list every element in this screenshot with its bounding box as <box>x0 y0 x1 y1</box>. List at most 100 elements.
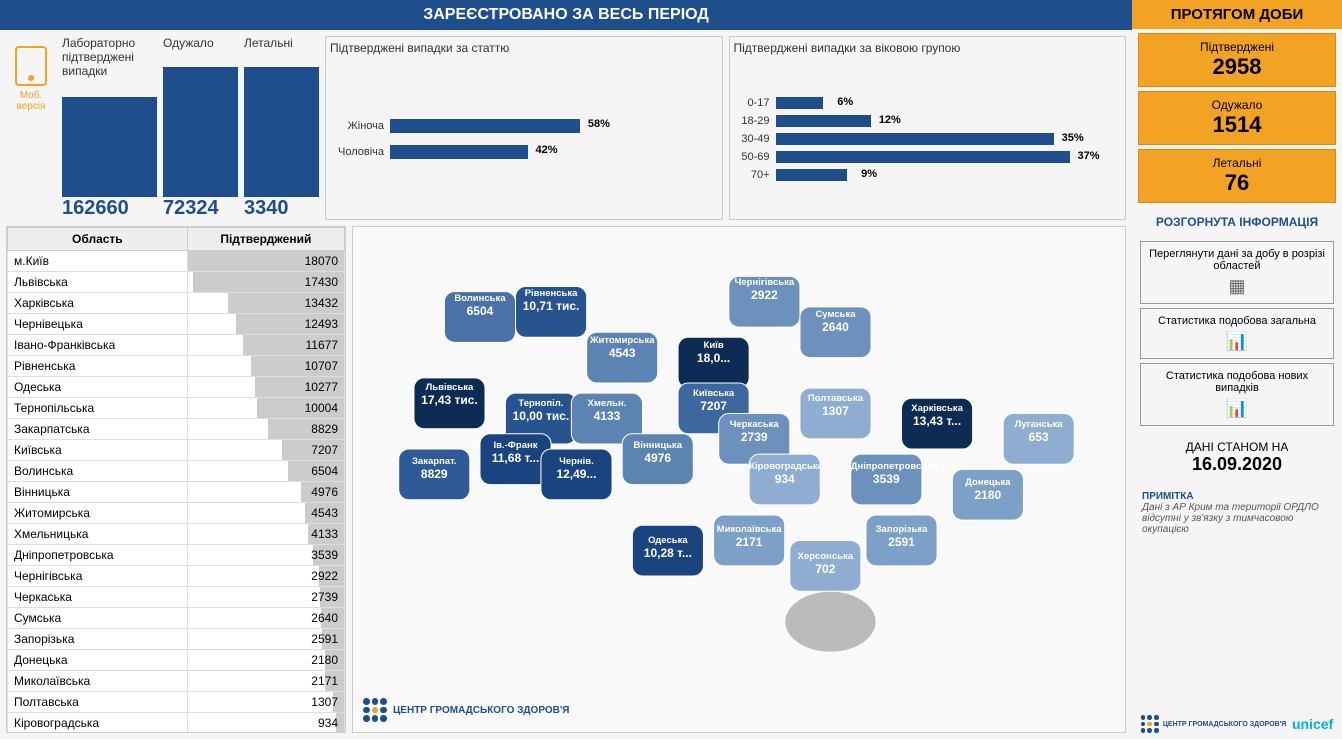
ukraine-map[interactable]: Волинська 6504 Рівненська 10,71 тис. Чер… <box>352 226 1126 733</box>
table-row[interactable]: Чернігівська 2922 <box>8 566 345 587</box>
table-row[interactable]: Кіровоградська 934 <box>8 713 345 734</box>
info-button-2[interactable]: Статистика подобова нових випадків 📊 <box>1140 363 1334 426</box>
table-cell-region: Житомирська <box>8 503 188 524</box>
map-region[interactable]: Хмельн. 4133 <box>571 390 642 423</box>
map-logo: ЦЕНТР ГРОМАДСЬКОГО ЗДОРОВ'Я <box>363 698 569 722</box>
map-region-value: 13,43 т... <box>902 414 973 428</box>
table-cell-value: 934 <box>187 713 344 734</box>
map-region-value: 2922 <box>729 288 800 302</box>
map-region[interactable]: Черкаська 2739 <box>719 411 790 444</box>
region-table[interactable]: Область Підтверджений м.Київ 18070 Львів… <box>6 226 346 733</box>
map-region-value: 6504 <box>444 304 515 318</box>
gender-chart-title: Підтверджені випадки за статтю <box>330 41 718 55</box>
map-region[interactable]: Київська 7207 <box>678 380 749 413</box>
map-region[interactable]: Донецька 2180 <box>952 469 1023 502</box>
table-cell-value: 7207 <box>187 440 344 461</box>
table-row[interactable]: Черкаська 2739 <box>8 587 345 608</box>
table-cell-region: Сумська <box>8 608 188 629</box>
info-button-1[interactable]: Статистика подобова загальна 📊 <box>1140 308 1334 359</box>
map-region[interactable]: Рівненська 10,71 тис. <box>516 280 587 313</box>
age-label: 30-49 <box>734 133 776 145</box>
table-row[interactable]: Харківська 13432 <box>8 293 345 314</box>
map-region[interactable]: Херсонська 702 <box>790 543 861 576</box>
map-region-name: Житомирська <box>587 335 658 346</box>
map-region[interactable]: Миколаївська 2171 <box>714 516 785 549</box>
age-row: 30-49 35% <box>734 133 1122 145</box>
table-row[interactable]: Закарпатська 8829 <box>8 419 345 440</box>
table-cell-region: Львівська <box>8 272 188 293</box>
map-region-name: Дніпропетровська <box>851 461 922 472</box>
table-row[interactable]: Дніпропетровська 3539 <box>8 545 345 566</box>
table-row[interactable]: Сумська 2640 <box>8 608 345 629</box>
total-title-2: Летальні <box>244 36 319 64</box>
mobile-version-label: Моб. версія <box>6 90 56 112</box>
table-row[interactable]: Вінницька 4976 <box>8 482 345 503</box>
table-row[interactable]: Хмельницька 4133 <box>8 524 345 545</box>
table-row[interactable]: Тернопільська 10004 <box>8 398 345 419</box>
map-region[interactable]: Запорізька 2591 <box>866 516 937 549</box>
map-region-name: Рівненська <box>516 288 587 299</box>
table-cell-value: 2739 <box>187 587 344 608</box>
table-cell-region: м.Київ <box>8 251 188 272</box>
date-block: ДАНІ СТАНОМ НА 16.09.2020 <box>1136 440 1338 475</box>
map-region[interactable]: Житомирська 4543 <box>587 327 658 360</box>
table-row[interactable]: Львівська 17430 <box>8 272 345 293</box>
total-value-0: 162660 <box>62 197 157 220</box>
map-region-name: Чернів. <box>541 456 612 467</box>
map-region[interactable]: Чернів. 12,49... <box>541 448 612 481</box>
table-row[interactable]: Запорізька 2591 <box>8 629 345 650</box>
map-region[interactable]: Харківська 13,43 т... <box>902 395 973 428</box>
map-region[interactable]: Одеська 10,28 т... <box>632 527 703 560</box>
age-label: 50-69 <box>734 151 776 163</box>
map-region[interactable]: Чернігівська 2922 <box>729 269 800 302</box>
table-row[interactable]: Чернівецька 12493 <box>8 314 345 335</box>
table-row[interactable]: Миколаївська 2171 <box>8 671 345 692</box>
table-row[interactable]: Донецька 2180 <box>8 650 345 671</box>
mobile-version-link[interactable]: Моб. версія <box>6 36 56 220</box>
daily-label-2: Летальні <box>1145 156 1329 170</box>
age-chart: Підтверджені випадки за віковою групою 0… <box>729 36 1127 220</box>
table-row[interactable]: Івано-Франківська 11677 <box>8 335 345 356</box>
map-region[interactable]: Кіровоградська 934 <box>749 453 820 486</box>
note-block: ПРИМІТКА Дані з АР Крим та території ОРД… <box>1142 491 1332 535</box>
map-region[interactable]: Дніпропетровська 3539 <box>851 453 922 486</box>
table-cell-region: Одеська <box>8 377 188 398</box>
map-region[interactable]: Закарпат. 8829 <box>399 448 470 481</box>
map-region[interactable]: Полтавська 1307 <box>800 385 871 418</box>
unicef-logo: unicef <box>1292 716 1333 732</box>
table-cell-value: 13432 <box>187 293 344 314</box>
map-region-value: 2739 <box>719 430 790 444</box>
map-region-value: 1307 <box>800 404 871 418</box>
table-row[interactable]: Волинська 6504 <box>8 461 345 482</box>
table-row[interactable]: Житомирська 4543 <box>8 503 345 524</box>
table-row[interactable]: Полтавська 1307 <box>8 692 345 713</box>
map-region-value: 18,0... <box>678 351 749 365</box>
map-region-value: 10,00 тис. <box>505 409 576 423</box>
total-card-2: Летальні 3340 <box>244 36 319 220</box>
footer-org: ЦЕНТР ГРОМАДСЬКОГО ЗДОРОВ'Я <box>1163 721 1287 728</box>
info-button-0[interactable]: Переглянути дані за добу в розрізі облас… <box>1140 241 1334 304</box>
table-row[interactable]: Рівненська 10707 <box>8 356 345 377</box>
header-right: ПРОТЯГОМ ДОБИ <box>1132 0 1342 29</box>
header-main: ЗАРЕЄСТРОВАНО ЗА ВЕСЬ ПЕРІОД <box>0 0 1132 30</box>
table-cell-value: 4133 <box>187 524 344 545</box>
map-region[interactable]: Тернопіл. 10,00 тис. <box>505 390 576 423</box>
map-region-value: 10,28 т... <box>632 546 703 560</box>
map-region[interactable]: Київ 18,0... <box>678 332 749 365</box>
map-region[interactable]: Сумська 2640 <box>800 301 871 334</box>
total-card-1: Одужало 72324 <box>163 36 238 220</box>
map-region[interactable]: Луганська 653 <box>1003 411 1074 444</box>
total-title-1: Одужало <box>163 36 238 64</box>
daily-value-2: 76 <box>1145 170 1329 196</box>
map-region[interactable]: Вінницька 4976 <box>622 432 693 465</box>
map-region[interactable]: Волинська 6504 <box>444 285 515 318</box>
total-bar-2 <box>244 67 319 197</box>
table-row[interactable]: Одеська 10277 <box>8 377 345 398</box>
age-label: 70+ <box>734 169 776 181</box>
map-region-name: Хмельн. <box>571 398 642 409</box>
table-cell-value: 4976 <box>187 482 344 503</box>
table-row[interactable]: Київська 7207 <box>8 440 345 461</box>
table-row[interactable]: м.Київ 18070 <box>8 251 345 272</box>
map-region-name: Львівська <box>414 382 485 393</box>
map-region[interactable]: Львівська 17,43 тис. <box>414 374 485 407</box>
